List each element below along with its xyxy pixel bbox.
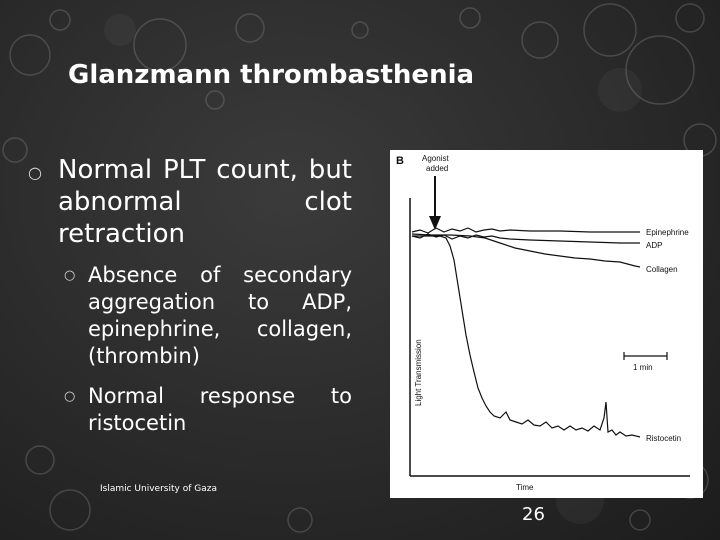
- main-bullet-text: Normal PLT count, but abnormal clot retr…: [58, 155, 352, 249]
- agonist-label-line1: Agonist: [422, 154, 449, 163]
- main-bullet-icon: ○: [28, 163, 42, 182]
- sub-bullet-text-2: Normal response to ristocetin: [88, 384, 352, 435]
- sub-bullet-text-1: Absence of secondary aggregation to ADP,…: [88, 263, 352, 368]
- label-epinephrine: Epinephrine: [646, 228, 689, 237]
- page-number: 26: [522, 504, 545, 525]
- scale-label: 1 min: [633, 363, 653, 372]
- label-collagen: Collagen: [646, 265, 678, 274]
- y-axis-label: Light Transmission: [414, 339, 423, 406]
- label-adp: ADP: [646, 241, 662, 250]
- curve-ristocetin: [412, 235, 641, 438]
- curve-epinephrine: [411, 227, 640, 234]
- panel-label: B: [396, 155, 404, 167]
- aggregation-figure: B Agonist added Epinephrine ADP Collagen…: [390, 150, 703, 498]
- aggregation-graph: B Agonist added Epinephrine ADP Collagen…: [396, 154, 690, 492]
- footer-text: Islamic University of Gaza: [100, 484, 217, 494]
- label-ristocetin: Ristocetin: [646, 434, 681, 443]
- curve-collagen: [411, 233, 641, 268]
- agonist-label-line2: added: [426, 164, 448, 173]
- x-axis-label: Time: [516, 483, 534, 492]
- sub-bullet-icon-1: ○: [64, 268, 76, 283]
- agonist-arrow-head: [429, 216, 441, 230]
- slide-title: Glanzmann thrombasthenia: [68, 60, 475, 90]
- sub-bullet-icon-2: ○: [64, 389, 76, 404]
